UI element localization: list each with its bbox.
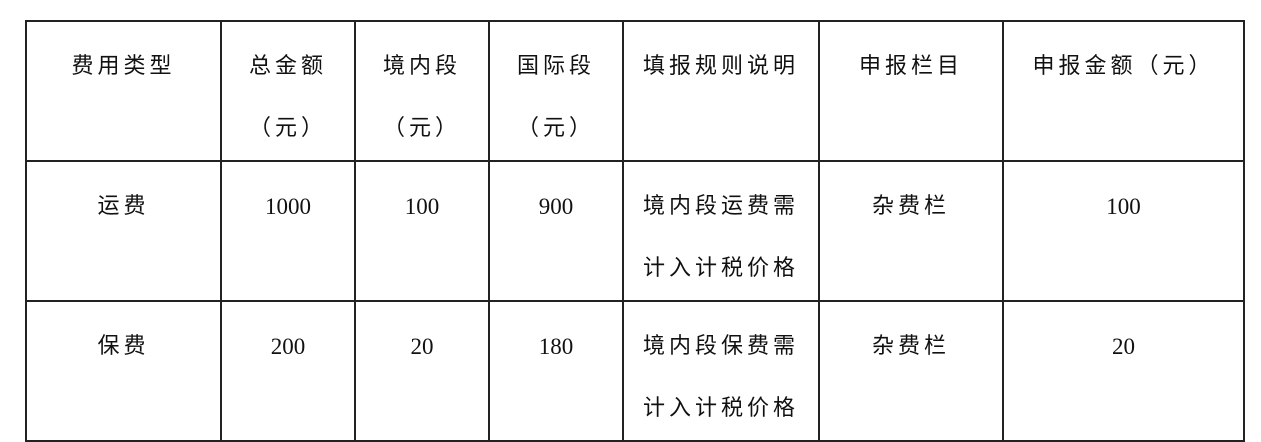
- header-text: 申报栏目: [858, 54, 963, 79]
- header-text: 国际段: [516, 54, 595, 79]
- cell-rule: 境内段运费需 计入计税价格: [622, 160, 820, 302]
- cell-domestic: 20: [354, 300, 490, 442]
- header-text: 申报金额（元）: [1032, 54, 1215, 79]
- cell-total: 1000: [220, 160, 356, 302]
- header-text: 总金额: [248, 54, 327, 79]
- header-text: 费用类型: [71, 54, 176, 79]
- cell-amount: 100: [1002, 160, 1245, 302]
- rule-line: 境内段保费需: [642, 334, 799, 359]
- cell-amount: 20: [1002, 300, 1245, 442]
- header-unit: （元）: [248, 116, 327, 141]
- cell-total: 200: [220, 300, 356, 442]
- cell-column: 杂费栏: [818, 300, 1004, 442]
- header-domestic: 境内段 （元）: [354, 20, 490, 162]
- header-text: 境内段: [382, 54, 461, 79]
- header-text: 填报规则说明: [642, 54, 799, 79]
- header-fee-type: 费用类型: [25, 20, 222, 162]
- rule-line: 计入计税价格: [642, 396, 799, 421]
- header-rule: 填报规则说明: [622, 20, 820, 162]
- header-column: 申报栏目: [818, 20, 1004, 162]
- fee-table: 费用类型 总金额 （元） 境内段 （元） 国际段 （元） 填报规则说明 申报栏目 申报…: [25, 20, 1245, 442]
- cell-international: 180: [488, 300, 624, 442]
- cell-rule: 境内段保费需 计入计税价格: [622, 300, 820, 442]
- cell-type: 保费: [25, 300, 222, 442]
- cell-international: 900: [488, 160, 624, 302]
- cell-column: 杂费栏: [818, 160, 1004, 302]
- header-amount: 申报金额（元）: [1002, 20, 1245, 162]
- header-unit: （元）: [516, 116, 595, 141]
- cell-type: 运费: [25, 160, 222, 302]
- header-total: 总金额 （元）: [220, 20, 356, 162]
- table-row: 保费 200 20 180 境内段保费需 计入计税价格 杂费栏 20: [25, 300, 1245, 442]
- rule-line: 境内段运费需: [642, 194, 799, 219]
- header-row: 费用类型 总金额 （元） 境内段 （元） 国际段 （元） 填报规则说明 申报栏目 申报…: [25, 20, 1245, 162]
- header-international: 国际段 （元）: [488, 20, 624, 162]
- header-unit: （元）: [382, 116, 461, 141]
- cell-domestic: 100: [354, 160, 490, 302]
- rule-line: 计入计税价格: [642, 256, 799, 281]
- table-row: 运费 1000 100 900 境内段运费需 计入计税价格 杂费栏 100: [25, 160, 1245, 302]
